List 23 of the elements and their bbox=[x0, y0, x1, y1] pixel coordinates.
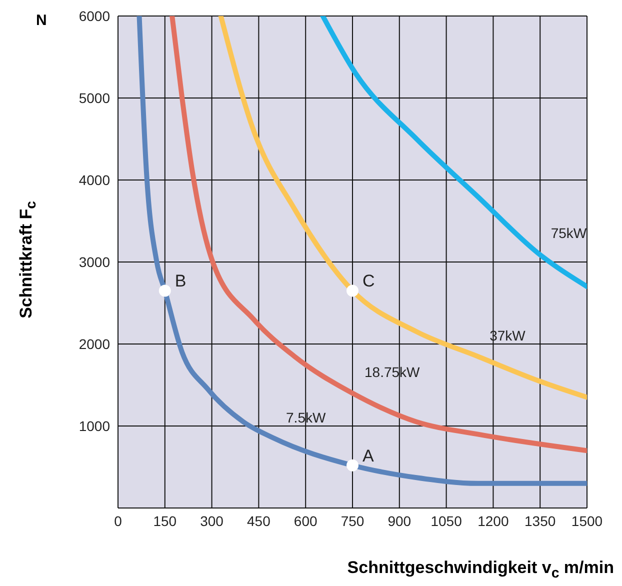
y-tick-label: 1000 bbox=[78, 418, 110, 434]
y-tick-label: 4000 bbox=[78, 172, 110, 188]
x-tick-label: 600 bbox=[294, 512, 318, 529]
series-label: 75kW bbox=[550, 224, 588, 241]
y-tick-label: 2000 bbox=[78, 336, 110, 352]
x-tick-label: 450 bbox=[247, 512, 271, 529]
x-tick-label: 1350 bbox=[524, 512, 556, 529]
x-tick-label: 1200 bbox=[478, 512, 509, 529]
text: N bbox=[36, 12, 47, 29]
x-tick-label: 750 bbox=[340, 512, 364, 529]
x-tick-label: 150 bbox=[153, 512, 177, 529]
y-tick-label: 5000 bbox=[78, 90, 110, 106]
x-tick-label: 1500 bbox=[571, 512, 603, 529]
y-tick-label: 3000 bbox=[78, 254, 110, 270]
x-axis-title: Schnittgeschwindigkeit v$_{c}$ m/min bbox=[347, 558, 614, 582]
data-label: A bbox=[362, 446, 374, 466]
x-tick-label: 900 bbox=[388, 512, 412, 529]
x-tick-label: 300 bbox=[200, 512, 224, 529]
data-label: C bbox=[362, 272, 375, 291]
x-tick-label: 1050 bbox=[430, 512, 462, 529]
y-tick-label: 6000 bbox=[78, 8, 110, 24]
data-label: B bbox=[174, 272, 186, 291]
x-tick-label: 0 bbox=[114, 512, 122, 529]
